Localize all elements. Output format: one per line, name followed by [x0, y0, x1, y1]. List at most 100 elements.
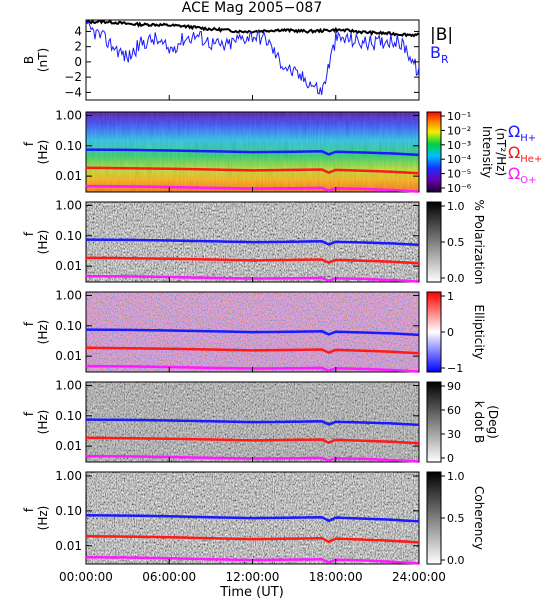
colorbar-tick-label: 0.0 — [447, 272, 465, 285]
gyro-line-he-plus — [85, 534, 420, 544]
colorbar-tick-label: 10⁻⁵ — [447, 168, 471, 181]
gyro-line-o-plus — [85, 364, 420, 373]
x-axis: 00:00:00 06:00:00 12:00:00 18:00:00 24:00:00 — [59, 95, 446, 584]
colorbar-tick-label: 0.0 — [447, 554, 465, 567]
ytick-label: 1.00 — [55, 288, 82, 302]
legend-bmag: |B| — [430, 25, 453, 45]
svg-text:BR: BR — [430, 43, 449, 66]
colorbar-intensity — [426, 111, 442, 193]
b-ylabel: B — [22, 56, 36, 64]
colorbar-tick-label: 0 — [447, 326, 454, 339]
gyro-line-h-plus — [85, 513, 420, 523]
b-yunit: (nT) — [36, 48, 50, 72]
svg-text:ΩO+: ΩO+ — [508, 164, 536, 186]
colorbar-tick-label: 10⁻² — [447, 124, 471, 137]
panel-yunit: (Hz) — [36, 140, 50, 165]
colorbar-polarization — [426, 201, 442, 283]
legend-gyro: ΩH+ ΩHe+ ΩO+ — [508, 122, 542, 186]
dynamic-layer: 1.000.100.01f (Hz)10⁻¹10⁻²10⁻³10⁻⁴10⁻⁵10⁻… — [22, 108, 508, 567]
b-ytick-label: 2 — [74, 40, 82, 54]
colorbar-ellipticity — [426, 291, 442, 373]
b-ytick-label: 4 — [74, 24, 82, 38]
chart-title: ACE Mag 2005−087 — [182, 0, 322, 16]
colorbar-tick-label: 0.5 — [447, 512, 465, 525]
panel-yunit: (Hz) — [36, 230, 50, 255]
panel-ylabel: f — [22, 411, 36, 416]
legend-bmag-label: |B| — [430, 25, 453, 45]
colorbar-tick-label: 10⁻⁶ — [447, 182, 472, 195]
xtick-label: 12:00:00 — [226, 570, 280, 584]
legend-o-sub: O+ — [520, 175, 536, 186]
ytick-label: 1.00 — [55, 469, 82, 483]
ytick-label: 0.01 — [55, 169, 82, 183]
gyro-line-he-plus — [85, 166, 420, 175]
xtick-label: 24:00:00 — [392, 570, 446, 584]
xtick-label: 00:00:00 — [59, 570, 113, 584]
ytick-label: 0.01 — [55, 259, 82, 273]
xtick-label: 18:00:00 — [309, 570, 363, 584]
xtick-label: 06:00:00 — [142, 570, 196, 584]
gyro-line-o-plus — [85, 184, 420, 193]
ytick-label: 1.00 — [55, 198, 82, 212]
legend-br-label: B — [430, 43, 441, 62]
x-axis-label: Time (UT) — [219, 585, 284, 600]
legend-br-sub: R — [441, 53, 449, 66]
panel-yunit: (Hz) — [36, 506, 50, 531]
colorbar-tick-label: 10⁻³ — [447, 139, 471, 152]
legend-h-label: Ω — [508, 122, 520, 141]
gyro-line-he-plus — [85, 346, 420, 355]
panel-ylabel: f — [22, 231, 36, 236]
colorbar-tick-label: 0.5 — [447, 236, 465, 249]
b-ytick-label: 0 — [74, 55, 82, 69]
colorbar-label: k dot B — [472, 401, 486, 443]
colorbar-unit: (nT²/Hz) — [494, 128, 508, 176]
ytick-label: 0.10 — [55, 504, 82, 518]
ytick-label: 0.10 — [55, 229, 82, 243]
colorbar-tick-label: 10⁻¹ — [447, 110, 471, 123]
colorbar-tick-label: 60 — [447, 404, 461, 417]
gyro-line-h-plus — [85, 418, 420, 427]
gyro-line-o-plus — [85, 555, 420, 565]
gyro-line-he-plus — [85, 436, 420, 445]
ytick-label: 1.00 — [55, 108, 82, 122]
legend-br: BR — [430, 43, 449, 66]
gyro-line-h-plus — [85, 238, 420, 247]
series-line-bmag — [85, 19, 420, 38]
colorbar-tick-label: 1 — [447, 290, 454, 303]
colorbar-unit: (Deg) — [486, 405, 500, 439]
legend-o-label: Ω — [508, 164, 520, 183]
legend-h-sub: H+ — [520, 133, 536, 144]
ytick-label: 0.10 — [55, 319, 82, 333]
colorbar-kdotb — [426, 381, 442, 463]
svg-text:ΩH+: ΩH+ — [508, 122, 536, 144]
colorbar-tick-label: 30 — [447, 428, 461, 441]
colorbar-label: % Polarization — [472, 200, 486, 285]
panel-yunit: (Hz) — [36, 410, 50, 435]
gyro-line-h-plus — [85, 148, 420, 157]
panel-b: 4 20−2−4 B (nT) — [22, 19, 420, 101]
legend-he-sub: He+ — [520, 154, 542, 165]
gyro-line-o-plus — [85, 454, 420, 463]
colorbar-tick-label: 1.0 — [447, 470, 465, 483]
gyro-line-o-plus — [85, 274, 420, 283]
ytick-label: 0.10 — [55, 409, 82, 423]
colorbar-label: Coherency — [472, 486, 486, 550]
series-line-br — [85, 21, 420, 96]
panel-ylabel: f — [22, 141, 36, 146]
gyro-line-he-plus — [85, 256, 420, 265]
colorbar-tick-label: 10⁻⁴ — [447, 153, 472, 166]
svg-text:ΩHe+: ΩHe+ — [508, 143, 542, 165]
colorbar-tick-label: 90 — [447, 380, 461, 393]
ytick-label: 0.01 — [55, 349, 82, 363]
b-yticks: 4 20−2−4 — [64, 24, 419, 99]
colorbar-coherency — [426, 471, 442, 565]
colorbar-tick-label: −1 — [447, 362, 463, 375]
ytick-label: 0.01 — [55, 439, 82, 453]
ytick-label: 0.01 — [55, 539, 82, 553]
ytick-label: 1.00 — [55, 378, 82, 392]
colorbar-label: Ellipticity — [472, 305, 486, 360]
gyro-line-h-plus — [85, 328, 420, 337]
b-ytick-label: −4 — [64, 85, 82, 99]
legend-he-label: Ω — [508, 143, 520, 162]
